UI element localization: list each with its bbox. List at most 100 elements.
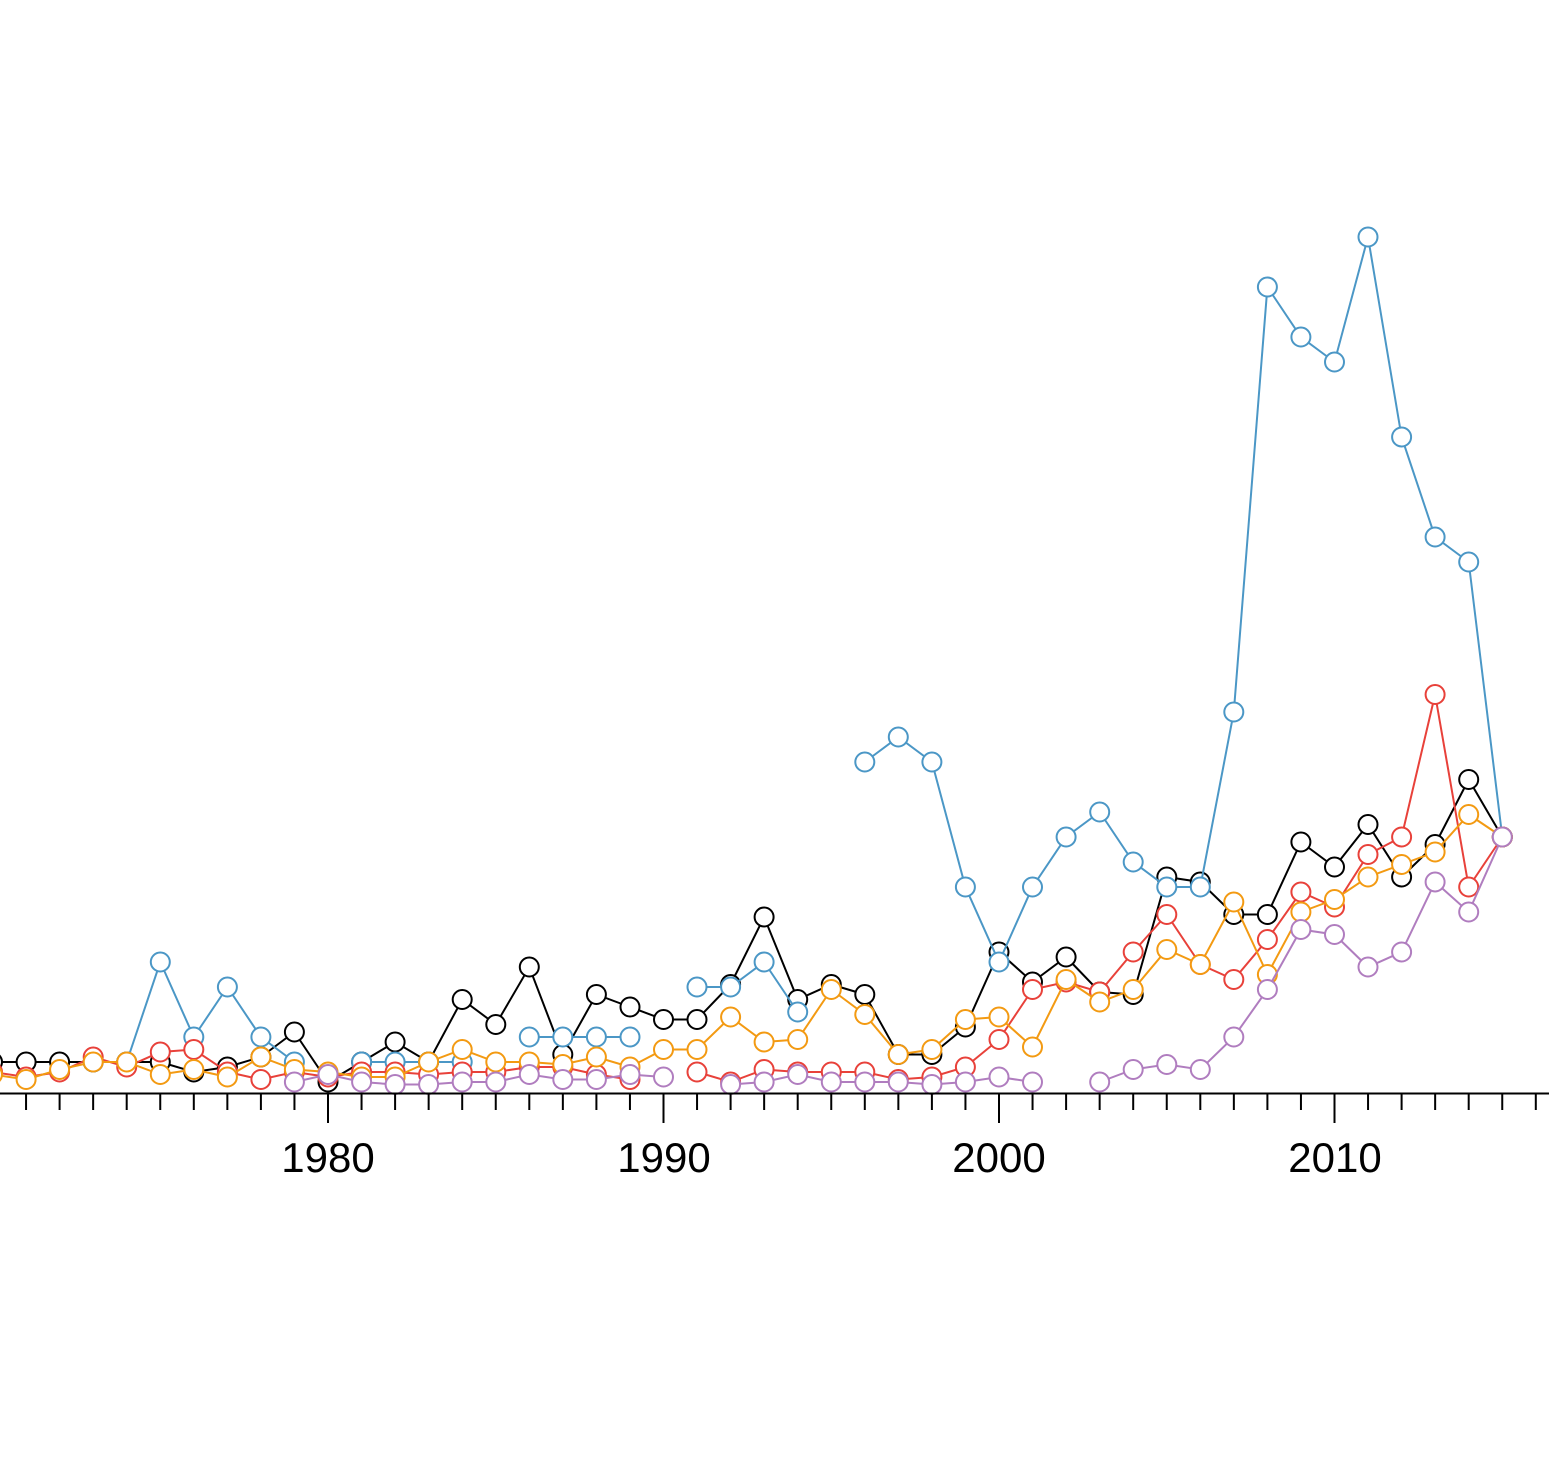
series-layer (0, 226, 1513, 1095)
data-point (1256, 276, 1278, 298)
data-point (49, 1059, 71, 1080)
data-point (1189, 954, 1211, 975)
data-point (954, 1009, 976, 1030)
data-point (653, 1066, 674, 1088)
data-point (183, 1039, 205, 1060)
data-point (1089, 801, 1111, 823)
data-point (250, 1069, 272, 1090)
data-point (1122, 1059, 1144, 1080)
data-point (451, 1039, 473, 1060)
data-point (720, 976, 742, 998)
data-point (451, 1071, 473, 1093)
data-point (720, 1006, 742, 1028)
series-5 (283, 826, 1513, 1095)
data-point (1256, 929, 1278, 950)
data-point (921, 1039, 943, 1060)
data-point (954, 876, 976, 898)
data-point (384, 1074, 406, 1095)
data-point (686, 1039, 708, 1060)
data-point (854, 1004, 876, 1025)
data-point (1290, 881, 1312, 903)
data-point (1156, 939, 1178, 960)
series-line (696, 694, 1504, 1084)
data-point (854, 1071, 876, 1093)
data-point (1223, 891, 1245, 913)
data-point (1424, 871, 1446, 893)
data-point (1189, 876, 1211, 898)
data-point (1357, 844, 1379, 865)
data-point (753, 951, 775, 973)
data-point (518, 956, 540, 978)
data-point (585, 1069, 607, 1090)
data-point (753, 1031, 775, 1053)
data-point (1458, 804, 1480, 825)
data-point (216, 1066, 238, 1088)
data-point (1424, 684, 1446, 705)
data-point (250, 1046, 272, 1068)
data-point (183, 1059, 205, 1080)
data-point (954, 1071, 976, 1093)
data-point (1324, 856, 1345, 878)
data-point (1324, 351, 1345, 373)
data-point (820, 1071, 842, 1093)
data-point (1189, 1059, 1211, 1080)
data-point (1122, 979, 1144, 1000)
data-point (283, 1021, 305, 1043)
data-point (1458, 876, 1480, 898)
data-point (1491, 826, 1513, 848)
data-point (1357, 226, 1379, 248)
data-point (820, 979, 842, 1000)
data-point (250, 1026, 272, 1048)
data-point (216, 976, 238, 998)
data-point (351, 1071, 373, 1093)
series-3 (0, 684, 1513, 1093)
series-line (730, 1073, 1033, 1086)
data-point (283, 1071, 305, 1093)
data-point (1391, 941, 1413, 963)
data-point (1424, 526, 1446, 548)
data-point (653, 1039, 674, 1060)
data-point (1156, 1054, 1178, 1075)
data-point (15, 1069, 37, 1090)
data-point (585, 984, 607, 1005)
data-point (619, 1064, 641, 1085)
data-point (753, 906, 775, 928)
data-point (0, 1067, 3, 1082)
data-point (1156, 904, 1178, 925)
data-point (1022, 979, 1043, 1000)
data-point (653, 1009, 674, 1030)
data-point (1122, 851, 1144, 873)
data-point (1022, 1036, 1043, 1058)
data-point (1022, 876, 1043, 898)
data-point (988, 1006, 1010, 1028)
data-point (921, 751, 943, 773)
series-line (864, 236, 1504, 965)
data-point (887, 1044, 909, 1065)
data-point (552, 1069, 574, 1090)
data-point (1156, 876, 1178, 898)
data-point (1256, 979, 1278, 1000)
data-point (720, 1074, 742, 1095)
data-point (1122, 941, 1144, 963)
data-point (921, 1074, 943, 1095)
data-point (1324, 889, 1345, 910)
data-point (485, 1051, 507, 1073)
data-point (1357, 814, 1379, 835)
data-point (1391, 826, 1413, 848)
data-point (887, 726, 909, 748)
data-point (518, 1026, 540, 1048)
data-point (1357, 866, 1379, 888)
data-point (149, 1041, 171, 1063)
data-point (854, 984, 876, 1005)
data-point (1089, 1071, 1111, 1093)
series-line (0, 813, 1503, 1081)
data-point (384, 1031, 406, 1053)
data-point (149, 1064, 171, 1085)
x-tick-label-2010: 2010 (1288, 1134, 1381, 1181)
data-point (116, 1051, 138, 1073)
data-point (1290, 919, 1312, 940)
data-point (1290, 326, 1312, 348)
data-point (619, 1026, 641, 1048)
data-point (82, 1051, 104, 1073)
data-point (585, 1026, 607, 1048)
